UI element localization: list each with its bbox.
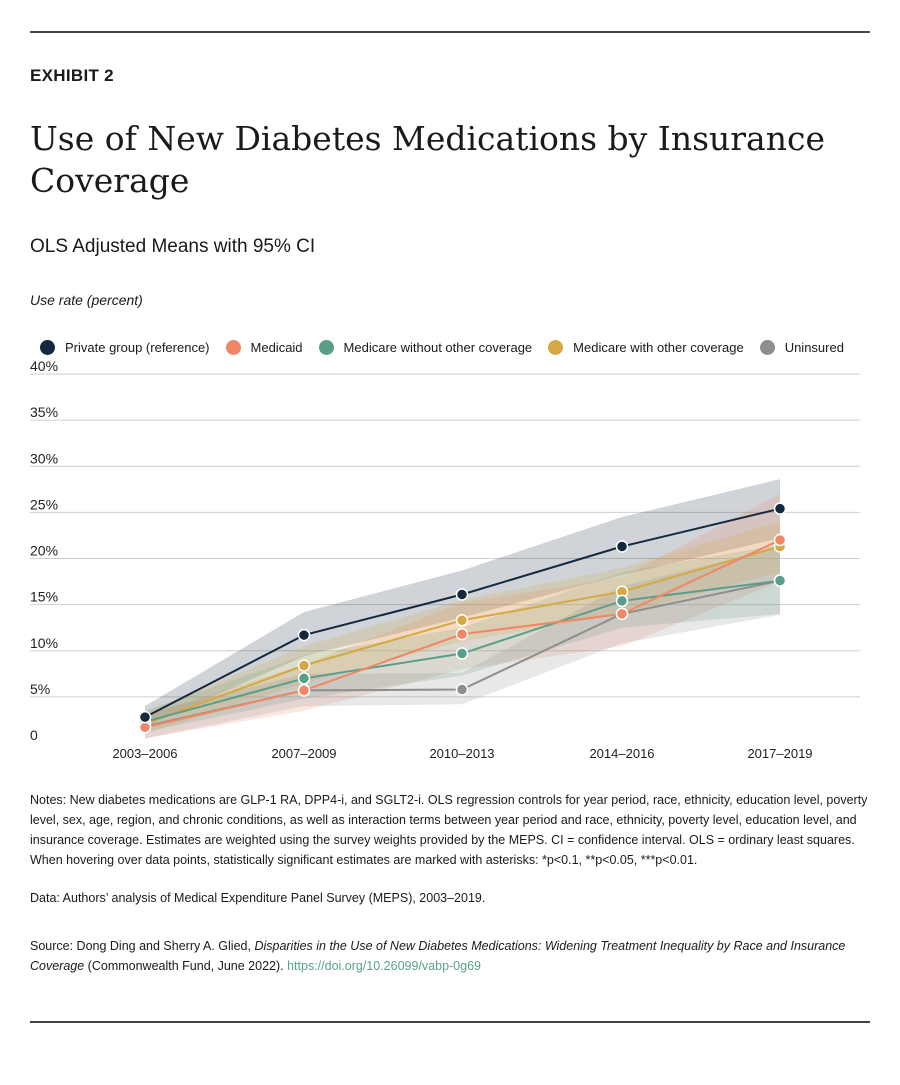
data-point[interactable] — [297, 628, 311, 642]
source-title: Disparities in the Use of New Diabetes M… — [30, 939, 846, 973]
data-point[interactable] — [455, 614, 469, 627]
source-prefix: Source: Dong Ding and Sherry A. Glied, — [30, 939, 255, 953]
y-tick-label: 40% — [30, 358, 58, 374]
data-point[interactable] — [297, 659, 311, 672]
y-tick-label: 15% — [30, 589, 58, 605]
bottom-rule — [30, 1021, 870, 1023]
y-tick-label: 35% — [30, 404, 58, 420]
y-tick-label: 0 — [30, 727, 38, 743]
legend-item[interactable]: Uninsured — [759, 340, 844, 355]
y-tick-label: 10% — [30, 635, 58, 651]
line-chart: 0 5% 10% 15% 20% 25% 30% 35% 40% 2003–2006 2007–20… — [30, 358, 860, 761]
source-text: Source: Dong Ding and Sherry A. Glied, D… — [30, 936, 875, 976]
y-tick-label: 30% — [30, 450, 58, 466]
x-tick-label: 2007–2009 — [271, 746, 336, 761]
exhibit-label: EXHIBIT 2 — [30, 66, 114, 85]
legend-label: Medicare without other coverage — [343, 340, 533, 355]
legend-item[interactable]: Medicare with other coverage — [548, 340, 744, 355]
data-point[interactable] — [773, 502, 787, 515]
data-point[interactable] — [297, 672, 311, 685]
data-point[interactable] — [773, 574, 787, 587]
doi-link[interactable]: https://doi.org/10.26099/vabp-0g69 — [287, 959, 481, 973]
legend-label: Uninsured — [784, 340, 844, 355]
legend-swatch — [318, 340, 334, 355]
source-suffix: (Commonwealth Fund, June 2022). — [84, 959, 288, 973]
legend-label: Medicaid — [250, 340, 303, 355]
legend-item[interactable]: Medicaid — [225, 340, 303, 355]
legend-item[interactable]: Private group (reference) — [40, 340, 210, 355]
y-tick-label: 25% — [30, 496, 58, 512]
data-point[interactable] — [455, 683, 469, 696]
notes-section: Notes: New diabetes medications are GLP-… — [30, 790, 875, 994]
data-text: Data: Authors’ analysis of Medical Expen… — [30, 891, 486, 905]
notes-text: Notes: New diabetes medications are GLP-… — [30, 793, 868, 867]
y-axis-label: Use rate (percent) — [30, 292, 143, 308]
data-point[interactable] — [455, 627, 469, 641]
legend-label: Medicare with other coverage — [573, 340, 744, 355]
top-rule — [30, 31, 870, 33]
data-point[interactable] — [455, 647, 469, 660]
legend: Private group (reference) Medicaid Medicar… — [40, 340, 844, 355]
x-tick-label: 2003–2006 — [112, 746, 177, 761]
legend-swatch — [225, 340, 241, 355]
data-point[interactable] — [297, 684, 311, 697]
chart-subtitle: OLS Adjusted Means with 95% CI — [30, 236, 316, 257]
legend-swatch — [759, 340, 775, 355]
legend-item[interactable]: Medicare without other coverage — [318, 340, 533, 355]
data-point[interactable] — [138, 721, 152, 734]
data-point[interactable] — [455, 588, 469, 601]
legend-label: Private group (reference) — [65, 340, 210, 355]
legend-swatch — [548, 340, 564, 355]
x-tick-label: 2014–2016 — [589, 746, 654, 761]
chart-title: Use of New Diabetes Medications by Insur… — [30, 119, 825, 200]
x-tick-label: 2017–2019 — [747, 746, 812, 761]
y-tick-label: 5% — [30, 681, 50, 697]
x-tick-label: 2010–2013 — [429, 746, 494, 761]
data-point[interactable] — [773, 533, 787, 547]
data-point[interactable] — [138, 710, 152, 724]
data-point[interactable] — [615, 540, 629, 553]
data-point[interactable] — [615, 607, 629, 621]
data-point[interactable] — [615, 594, 629, 608]
legend-swatch — [40, 340, 55, 355]
y-tick-label: 20% — [30, 543, 58, 559]
